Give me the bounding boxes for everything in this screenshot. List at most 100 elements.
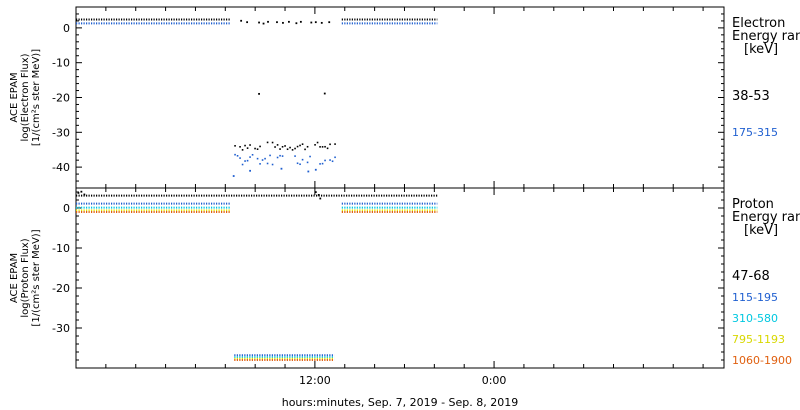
y-tick-label: -10 xyxy=(52,57,70,70)
data-point xyxy=(314,144,316,146)
data-point xyxy=(264,157,266,160)
legend-title-unit: [keV] xyxy=(744,223,778,238)
data-point xyxy=(321,162,324,165)
data-point xyxy=(286,148,289,151)
legend-entry-795-1193: 795-1193 xyxy=(732,333,785,346)
data-point xyxy=(279,154,281,157)
data-point xyxy=(232,175,235,177)
plot-frame xyxy=(75,6,725,189)
data-point xyxy=(319,146,321,148)
data-point xyxy=(274,146,276,148)
data-point xyxy=(291,149,294,151)
data-point xyxy=(284,145,286,147)
data-point xyxy=(241,163,244,166)
data-point xyxy=(269,154,271,157)
y-axis-label-line: [1/(cm²s ster MeV)] xyxy=(31,49,42,146)
data-point xyxy=(321,146,324,148)
data-point xyxy=(310,21,313,24)
series-795-1193 xyxy=(76,209,438,360)
y-tick-label: -20 xyxy=(52,92,70,105)
data-point xyxy=(258,21,260,24)
data-point xyxy=(296,145,299,148)
y-tick-label: -30 xyxy=(52,322,70,335)
data-point xyxy=(77,192,80,194)
legend-title-energy: Energy ranges xyxy=(732,210,800,225)
series-47-68 xyxy=(76,190,438,200)
legend-title-energy: Energy ranges xyxy=(732,29,800,44)
data-point xyxy=(288,20,290,23)
y-tick-label: -40 xyxy=(52,161,70,174)
data-point xyxy=(320,21,323,24)
legend-title: Proton xyxy=(732,197,774,212)
y-tick-label: 0 xyxy=(63,202,70,215)
data-point xyxy=(246,159,249,162)
legend-entry-115-195: 115-195 xyxy=(732,291,778,304)
data-point xyxy=(240,19,243,22)
data-point xyxy=(244,144,246,147)
y-tick-label: -30 xyxy=(52,126,70,139)
data-point xyxy=(295,22,298,25)
data-point xyxy=(314,168,317,171)
data-point xyxy=(301,143,304,145)
data-point xyxy=(309,155,311,158)
data-point xyxy=(266,141,269,144)
data-point xyxy=(324,159,326,162)
x-tick-label: 0:00 xyxy=(482,374,507,387)
data-point xyxy=(259,145,261,148)
data-point xyxy=(294,155,296,157)
data-point xyxy=(323,92,326,95)
legend-entry-310-580: 310-580 xyxy=(732,312,778,325)
data-point xyxy=(241,149,244,151)
data-point xyxy=(316,141,319,144)
series-38-53 xyxy=(76,18,438,151)
series-1060-1900 xyxy=(76,211,438,361)
data-point xyxy=(307,170,310,173)
data-point xyxy=(262,22,265,25)
data-point xyxy=(334,143,336,145)
data-point xyxy=(329,159,331,161)
data-point xyxy=(306,145,309,148)
data-point xyxy=(314,191,317,193)
data-point xyxy=(328,21,331,24)
data-point xyxy=(83,193,86,196)
data-point xyxy=(314,21,317,24)
data-point xyxy=(319,197,322,200)
data-point xyxy=(251,153,254,156)
data-point xyxy=(294,147,296,150)
data-point xyxy=(326,147,329,150)
y-axis-label-line: log(Proton Flux) xyxy=(20,238,31,317)
data-point xyxy=(299,144,301,147)
y-axis-label-line: [1/(cm²s ster MeV)] xyxy=(31,229,42,326)
data-point xyxy=(236,154,239,157)
data-point xyxy=(266,162,269,165)
data-point xyxy=(276,156,279,159)
data-point xyxy=(276,21,278,24)
data-point xyxy=(329,143,331,146)
series-310-580 xyxy=(76,206,438,359)
plot-frame xyxy=(75,187,725,369)
data-point xyxy=(282,21,284,24)
data-point xyxy=(276,144,279,146)
x-axis-label: hours:minutes, Sep. 7, 2019 - Sep. 8, 20… xyxy=(282,396,519,409)
y-axis-label-line: ACE EPAM xyxy=(9,253,20,303)
data-point xyxy=(317,194,320,196)
data-point xyxy=(80,190,83,193)
data-point xyxy=(296,162,299,165)
data-point xyxy=(306,161,309,164)
legend-entry-175-315: 175-315 xyxy=(732,126,778,139)
data-point xyxy=(319,163,321,165)
panel-2: 0 -10 -20 -30 ACE EPAM log(Proton Flux) [1/(cm… xyxy=(9,187,800,369)
data-point xyxy=(249,156,251,158)
legend-title-unit: [keV] xyxy=(744,42,778,57)
y-tick-label: -10 xyxy=(52,242,70,255)
data-point xyxy=(246,21,249,24)
series-115-195 xyxy=(76,202,438,357)
data-point xyxy=(331,160,334,163)
x-tick-label: 12:00 xyxy=(299,374,331,387)
data-point xyxy=(271,163,274,166)
data-point xyxy=(234,153,236,156)
y-tick-label: -20 xyxy=(52,282,70,295)
